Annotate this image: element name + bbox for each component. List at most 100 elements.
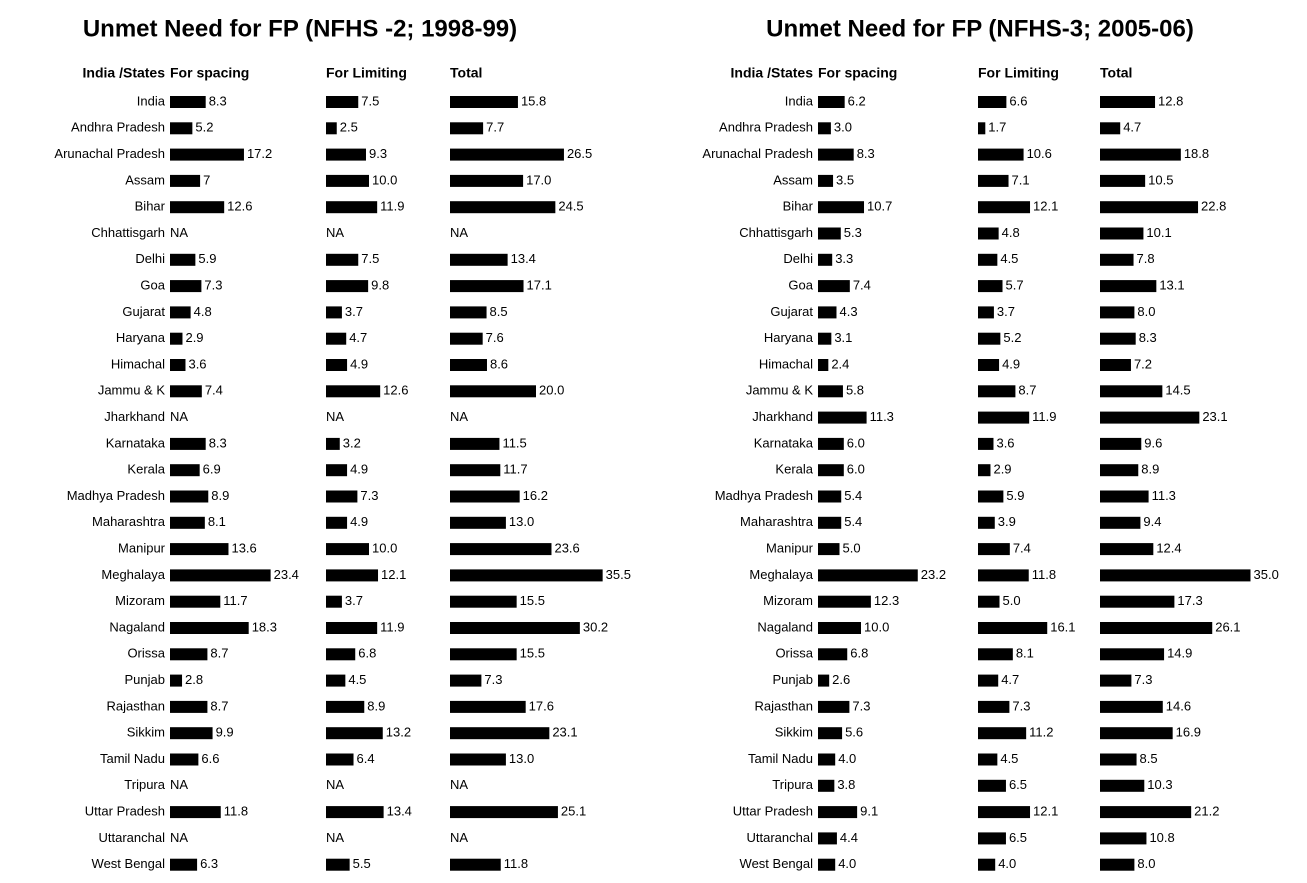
- value-label: 6.5: [1009, 830, 1027, 845]
- chart-title: Unmet Need for FP (NFHS-3; 2005-06): [766, 15, 1194, 42]
- value-label: 12.3: [874, 593, 899, 608]
- bar: [818, 148, 854, 161]
- value-label: 10.1: [1146, 225, 1171, 240]
- value-label: 11.8: [1032, 567, 1056, 582]
- bar: [1100, 516, 1141, 529]
- bar: [450, 674, 482, 687]
- bar: [818, 622, 861, 634]
- value-label: 8.7: [1018, 383, 1036, 398]
- bar: [1100, 464, 1139, 477]
- value-label: 4.0: [838, 856, 856, 871]
- bar: [170, 806, 221, 819]
- category-label: Uttar Pradesh: [733, 804, 813, 819]
- value-label: 7.3: [360, 488, 378, 503]
- value-label: 26.5: [567, 146, 592, 161]
- column-header: For spacing: [170, 65, 249, 81]
- value-label: 17.0: [526, 172, 551, 187]
- value-label: 3.1: [834, 330, 852, 345]
- bar: [170, 595, 221, 608]
- bar: [326, 858, 350, 871]
- bar: [818, 437, 844, 450]
- value-label: 4.9: [1002, 356, 1020, 371]
- bar: [1100, 174, 1146, 187]
- value-label: 11.9: [1032, 409, 1056, 424]
- bar: [450, 700, 526, 713]
- bar: [170, 753, 199, 766]
- category-label: Uttaranchal: [99, 830, 166, 845]
- value-label: 7.3: [484, 672, 502, 687]
- value-label: 11.8: [504, 856, 528, 871]
- chart-title: Unmet Need for FP (NFHS -2; 1998-99): [83, 15, 517, 42]
- value-label: 9.6: [1144, 435, 1162, 450]
- category-label: Punjab: [125, 672, 165, 687]
- category-label: Sikkim: [127, 725, 165, 740]
- bar: [170, 727, 213, 740]
- value-label: 2.6: [832, 672, 850, 687]
- bar: [978, 411, 1030, 424]
- bar: [450, 122, 484, 135]
- category-label: Punjab: [773, 672, 813, 687]
- value-label: 6.3: [200, 856, 218, 871]
- category-label: Andhra Pradesh: [71, 120, 165, 135]
- bar: [818, 674, 830, 687]
- value-label: 9.1: [860, 804, 878, 819]
- bar: [170, 464, 200, 477]
- value-label: 4.7: [349, 330, 367, 345]
- category-label: Haryana: [116, 330, 166, 345]
- bar: [450, 306, 487, 319]
- value-label: 10.0: [372, 541, 397, 556]
- bar: [326, 253, 359, 266]
- value-label: 13.0: [509, 751, 534, 766]
- value-label: 18.3: [252, 619, 277, 634]
- bar: [450, 96, 518, 108]
- value-label: 12.1: [1033, 804, 1058, 819]
- value-label: 9.9: [216, 725, 234, 740]
- bar: [978, 385, 1016, 398]
- bar: [978, 516, 995, 529]
- bar: [326, 753, 354, 766]
- category-label: Assam: [773, 172, 813, 187]
- value-label: 12.8: [1158, 93, 1183, 108]
- bar: [978, 727, 1027, 740]
- value-label: 17.3: [1177, 593, 1202, 608]
- value-label: 6.5: [1009, 777, 1027, 792]
- bar: [170, 280, 202, 293]
- value-label: 7.3: [1012, 698, 1030, 713]
- category-label: Bihar: [783, 199, 814, 214]
- category-label: Delhi: [135, 251, 165, 266]
- value-label: 5.9: [198, 251, 216, 266]
- bar: [450, 569, 603, 582]
- category-label: Karnataka: [106, 435, 166, 450]
- column-header: Total: [450, 65, 482, 81]
- category-label: Manipur: [766, 541, 814, 556]
- value-label: 10.5: [1148, 172, 1173, 187]
- category-label: Goa: [788, 278, 813, 293]
- value-label: 35.5: [606, 567, 631, 582]
- bar: [450, 622, 580, 634]
- bar: [326, 674, 346, 687]
- value-label: 8.5: [1140, 751, 1158, 766]
- value-label: 23.1: [552, 725, 577, 740]
- bar: [326, 648, 356, 661]
- bar: [170, 700, 208, 713]
- value-label: 1.7: [988, 120, 1006, 135]
- value-label: 7: [203, 172, 210, 187]
- bar: [978, 700, 1010, 713]
- value-label: 8.9: [367, 698, 385, 713]
- bar: [818, 858, 836, 871]
- bar: [818, 464, 844, 477]
- bar: [818, 700, 850, 713]
- value-label: 6.6: [201, 751, 219, 766]
- value-label: 22.8: [1201, 199, 1226, 214]
- category-label: Nagaland: [109, 619, 165, 634]
- value-label: 3.3: [835, 251, 853, 266]
- value-label: NA: [326, 409, 344, 424]
- value-label: NA: [326, 830, 344, 845]
- bar: [1100, 806, 1192, 819]
- value-label: 2.5: [340, 120, 358, 135]
- bar: [1100, 858, 1135, 871]
- value-label: 6.8: [850, 646, 868, 661]
- value-label: 3.8: [837, 777, 855, 792]
- category-label: Jharkhand: [104, 409, 165, 424]
- category-label: Arunachal Pradesh: [54, 146, 165, 161]
